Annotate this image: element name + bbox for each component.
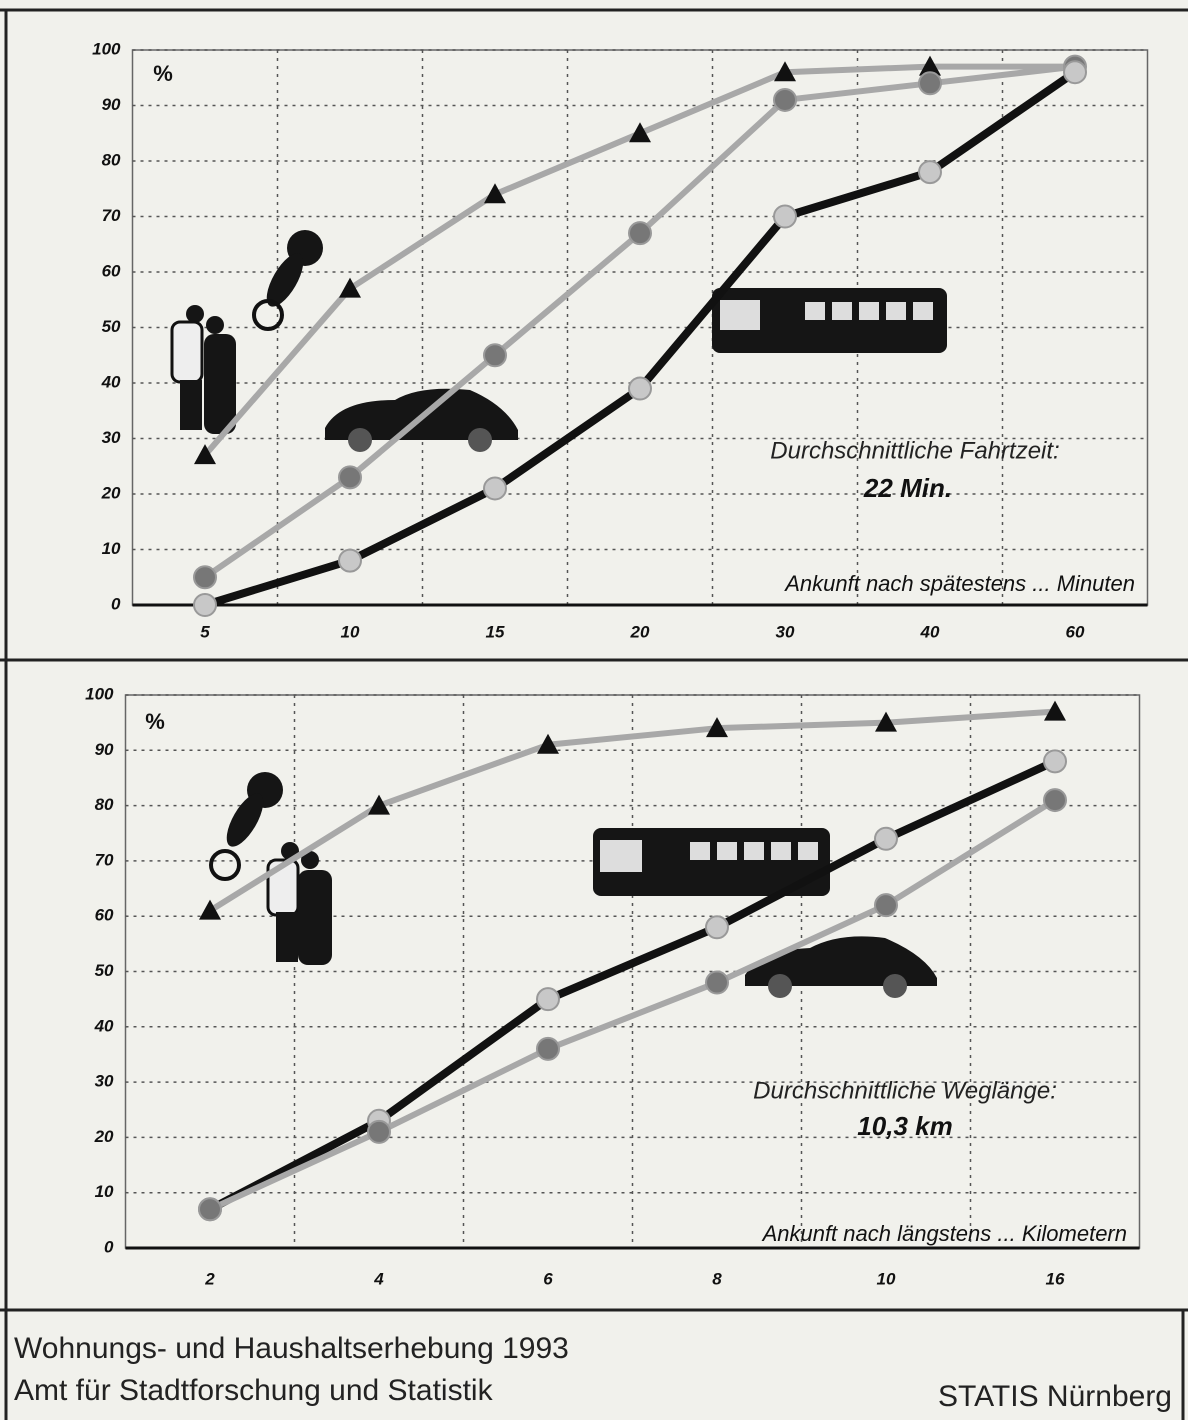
y-tick-label: 100 bbox=[85, 684, 114, 703]
marker bbox=[339, 550, 361, 572]
x-tick-label: 16 bbox=[1046, 1269, 1065, 1288]
marker bbox=[706, 916, 728, 938]
y-tick-label: 40 bbox=[101, 372, 121, 391]
x-tick-label: 5 bbox=[200, 622, 210, 641]
marker bbox=[875, 828, 897, 850]
y-tick-label: 40 bbox=[94, 1016, 114, 1035]
y-tick-label: 80 bbox=[102, 150, 121, 169]
y-tick-label: 30 bbox=[102, 428, 121, 447]
y-tick-label: 70 bbox=[95, 850, 114, 869]
marker bbox=[919, 161, 941, 183]
marker bbox=[484, 477, 506, 499]
marker bbox=[706, 972, 728, 994]
marker bbox=[537, 988, 559, 1010]
y-tick-label: 0 bbox=[104, 1237, 114, 1256]
marker bbox=[1044, 789, 1066, 811]
y-tick-label: 20 bbox=[94, 1127, 114, 1146]
marker bbox=[774, 206, 796, 228]
y-tick-label: 20 bbox=[101, 483, 121, 502]
x-tick-label: 40 bbox=[920, 622, 940, 641]
x-note: Ankunft nach längstens ... Kilometern bbox=[761, 1221, 1127, 1246]
x-tick-label: 30 bbox=[776, 622, 795, 641]
cyclist-icon bbox=[254, 230, 323, 329]
marker bbox=[194, 566, 216, 588]
marker bbox=[629, 222, 651, 244]
annotation: Durchschnittliche Fahrtzeit: bbox=[770, 437, 1059, 464]
car-icon bbox=[745, 936, 937, 998]
y-tick-label: 0 bbox=[111, 594, 121, 613]
x-note: Ankunft nach spätestens ... Minuten bbox=[783, 571, 1135, 596]
x-tick-label: 20 bbox=[630, 622, 650, 641]
x-tick-label: 4 bbox=[373, 1269, 384, 1288]
marker bbox=[629, 378, 651, 400]
marker bbox=[339, 466, 361, 488]
footer-source: STATIS Nürnberg bbox=[938, 1380, 1172, 1413]
marker bbox=[774, 89, 796, 111]
x-tick-label: 10 bbox=[341, 622, 360, 641]
marker bbox=[484, 344, 506, 366]
icons bbox=[172, 230, 947, 998]
y-tick-label: 60 bbox=[95, 906, 114, 925]
pedestrians-icon bbox=[268, 842, 332, 965]
x-tick-label: 60 bbox=[1066, 622, 1085, 641]
marker bbox=[368, 1121, 390, 1143]
marker bbox=[194, 594, 216, 616]
y-tick-label: 100 bbox=[92, 39, 121, 58]
footer-line: Amt für Stadtforschung und Statistik bbox=[14, 1374, 494, 1407]
annotation-value: 22 Min. bbox=[863, 473, 952, 503]
y-tick-label: 70 bbox=[102, 206, 121, 225]
marker bbox=[1064, 61, 1086, 83]
x-tick-label: 15 bbox=[486, 622, 505, 641]
annotation: Durchschnittliche Weglänge: bbox=[753, 1077, 1057, 1104]
x-tick-label: 2 bbox=[204, 1269, 215, 1288]
x-tick-label: 8 bbox=[712, 1269, 722, 1288]
y-tick-label: 10 bbox=[102, 539, 121, 558]
y-tick-label: 50 bbox=[102, 317, 121, 336]
y-tick-label: 90 bbox=[102, 95, 121, 114]
annotation-value: 10,3 km bbox=[857, 1111, 952, 1141]
marker bbox=[199, 1198, 221, 1220]
y-tick-label: 30 bbox=[95, 1072, 114, 1091]
pedestrians-icon bbox=[172, 305, 236, 434]
marker bbox=[919, 72, 941, 94]
y-tick-label: 10 bbox=[95, 1182, 114, 1201]
marker bbox=[537, 1038, 559, 1060]
y-unit: % bbox=[153, 61, 173, 86]
y-tick-label: 90 bbox=[95, 740, 114, 759]
marker bbox=[875, 894, 897, 916]
y-unit: % bbox=[145, 709, 165, 734]
y-tick-label: 60 bbox=[102, 261, 121, 280]
x-tick-label: 10 bbox=[877, 1269, 896, 1288]
footer-line: Wohnungs- und Haushaltserhebung 1993 bbox=[14, 1332, 569, 1365]
page: Wohnungs- und Haushaltserhebung 1993 Amt… bbox=[0, 0, 1188, 1420]
y-tick-label: 80 bbox=[95, 795, 114, 814]
y-tick-label: 50 bbox=[95, 961, 114, 980]
marker bbox=[1044, 750, 1066, 772]
bus-icon bbox=[712, 288, 947, 353]
x-tick-label: 6 bbox=[543, 1269, 553, 1288]
